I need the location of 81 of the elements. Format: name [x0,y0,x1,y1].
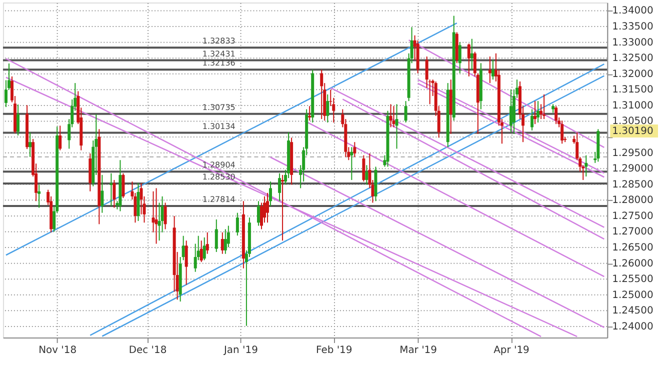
candlestick [256,200,260,226]
candlestick [182,235,185,261]
candlestick [362,154,366,182]
candlestick [16,104,20,136]
candlestick [154,188,158,244]
candlestick [38,184,41,208]
ref-line-label: 1.32136 [202,58,236,68]
candlestick [534,100,537,125]
candlestick [200,240,203,263]
candlestick [584,154,588,177]
x-tick-label: Jan '19 [222,344,258,356]
candlestick [425,56,428,88]
y-tick-label: 1.26500 [612,242,654,254]
ref-line-label: 1.30735 [202,102,236,112]
candlestick [509,89,512,133]
y-tick-label: 1.24500 [612,306,654,317]
candlestick [220,232,224,254]
candlestick [164,202,167,230]
y-tick-label: 1.26000 [612,258,654,270]
y-tick-label: 1.33500 [612,22,654,33]
candlestick [542,94,546,120]
candlestick [458,42,462,74]
y-tick-label: 1.27500 [612,210,654,222]
candlestick [266,192,269,224]
y-tick-label: 1.31500 [612,84,654,96]
y-tick-label: 1.29000 [612,164,654,175]
candlestick [326,94,330,124]
candlestick [488,56,492,84]
candlestick [554,106,558,125]
ref-line-label: 1.32431 [202,49,236,58]
y-tick-label: 1.28500 [612,179,654,190]
candlestick [467,43,470,77]
y-tick-label: 1.32500 [612,53,654,64]
y-tick-label: 1.25000 [612,290,654,301]
y-tick-label: 1.24000 [612,321,654,332]
candlestick [470,38,474,70]
candlestick [350,146,354,180]
candlestick [224,228,227,254]
candlestick [308,106,312,122]
candlestick [365,164,368,186]
candlestick [58,125,62,151]
text: 1.30190 [612,126,654,138]
candlestick [28,132,32,158]
candlestick [4,80,8,108]
candlestick [389,104,392,128]
candlestick [122,172,125,198]
candlestick [206,232,209,254]
candlestick [269,181,272,207]
y-tick-label: 1.27000 [612,226,654,238]
ref-line-label: 1.27814 [202,195,236,204]
candlestick [236,212,239,236]
x-tick-label: Dec '18 [128,344,167,356]
ref-line-label: 1.32833 [202,36,236,46]
candlestick [202,236,206,261]
y-tick-label: 1.32000 [612,68,654,80]
candlestick [530,108,534,131]
candlestick [320,69,324,120]
candlestick [353,142,356,158]
candlestick [404,100,408,124]
candlestick [184,240,188,286]
y-tick-label: 1.29500 [612,148,654,159]
candlestick [560,120,564,144]
y-tick-label: 1.34000 [612,6,654,17]
y-tick-label: 1.30500 [612,116,654,128]
y-tick-label: 1.28000 [612,195,654,206]
x-tick-label: Feb '19 [316,344,352,356]
candlestick [278,172,282,202]
x-tick-label: Mar '19 [400,344,437,356]
candlestick [281,174,284,242]
candlestick [491,59,494,80]
y-tick-label: 1.25500 [612,274,654,286]
candlestick [110,172,113,207]
candlestick [536,100,540,124]
x-tick-label: Apr '19 [494,344,530,356]
candlestick [112,179,116,208]
x-tick-label: Nov '18 [38,344,77,356]
candlestick [100,174,104,214]
ref-line-label: 1.30134 [202,122,236,131]
y-tick-label: 1.31000 [612,100,654,112]
candlestick [214,218,218,252]
y-tick-label: 1.33000 [612,37,654,48]
